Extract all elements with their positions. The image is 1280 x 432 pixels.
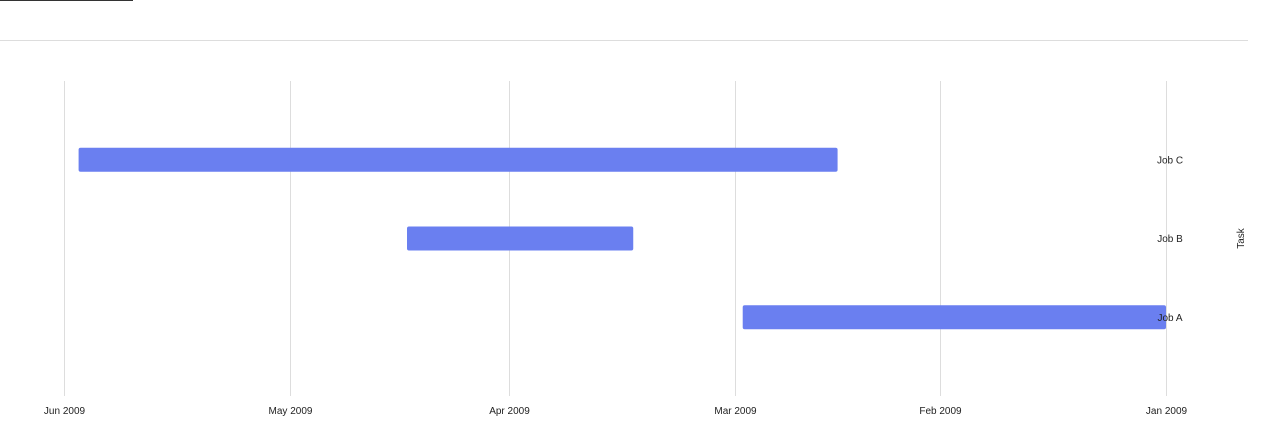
x-tick-label: Jan 2009	[1146, 406, 1188, 417]
bar-job-b	[407, 226, 634, 251]
bar-job-a	[742, 305, 1166, 330]
x-tick-labels: Jun 2009 May 2009 Apr 2009 Mar 2009 Feb 2009…	[44, 406, 1188, 417]
bar-job-c	[78, 147, 838, 172]
x-tick-label: Feb 2009	[919, 406, 962, 417]
y-category-label: Job B	[1157, 234, 1183, 245]
y-category-label: Job A	[1157, 313, 1182, 324]
tab-underline	[0, 0, 133, 1]
y-category-label: Job C	[1157, 155, 1183, 166]
x-tick-label: May 2009	[269, 406, 313, 417]
x-tick-label: Mar 2009	[714, 406, 757, 417]
top-divider	[0, 40, 1248, 41]
x-tick-label: Apr 2009	[489, 406, 530, 417]
x-tick-label: Jun 2009	[44, 406, 86, 417]
y-category-labels: Job C Job B Job A	[1157, 155, 1183, 324]
y-axis-title: Task	[1236, 227, 1247, 249]
bars	[78, 147, 1166, 330]
